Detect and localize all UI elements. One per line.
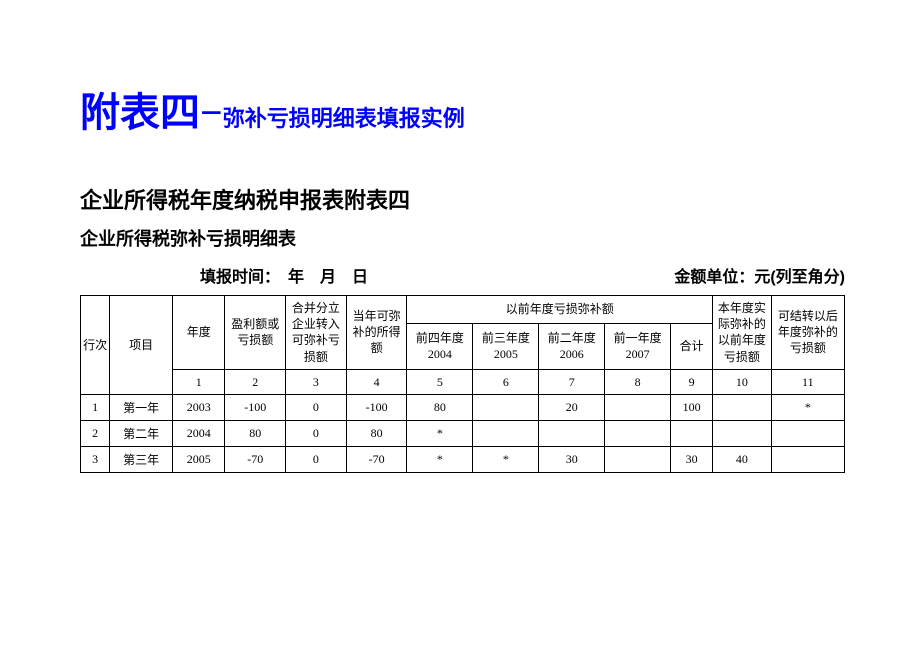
cell-pl: 80 [225, 420, 286, 446]
cell-curr: -100 [346, 394, 407, 420]
main-title: 附表四−弥补亏损明细表填报实例 [80, 80, 845, 138]
coln-9: 9 [671, 369, 713, 394]
cell-q4: * [407, 420, 473, 446]
cell-act [713, 394, 772, 420]
cell-item: 第一年 [110, 394, 173, 420]
cell-sum: 30 [671, 446, 713, 472]
hdr-merge: 合并分立企业转入可弥补亏损额 [286, 296, 347, 370]
cell-item: 第三年 [110, 446, 173, 472]
cell-year: 2005 [173, 446, 225, 472]
table-head: 行次 项目 年度 盈利额或亏损额 合并分立企业转入可弥补亏损额 当年可弥补的所得… [81, 296, 845, 395]
meta-row: 填报时间： 年 月 日 金额单位：元(列至角分) [80, 263, 845, 287]
hdr-q4: 前四年度2004 [407, 323, 473, 369]
cell-carry: * [771, 394, 844, 420]
page-content: 附表四−弥补亏损明细表填报实例 企业所得税年度纳税申报表附表四 企业所得税弥补亏… [0, 0, 920, 473]
hdr-carry: 可结转以后年度弥补的亏损额 [771, 296, 844, 370]
meta-left: 填报时间： 年 月 日 [200, 263, 368, 287]
table-body: 1 第一年 2003 -100 0 -100 80 20 100 * 2 第二年… [81, 394, 845, 472]
cell-q1 [605, 394, 671, 420]
cell-q2: 30 [539, 446, 605, 472]
hdr-item: 项目 [110, 296, 173, 395]
cell-merge: 0 [286, 446, 347, 472]
coln-7: 7 [539, 369, 605, 394]
cell-q3 [473, 420, 539, 446]
coln-3: 3 [286, 369, 347, 394]
table-row: 2 第二年 2004 80 0 80 * [81, 420, 845, 446]
coln-2: 2 [225, 369, 286, 394]
cell-act: 40 [713, 446, 772, 472]
cell-merge: 0 [286, 394, 347, 420]
cell-q2: 20 [539, 394, 605, 420]
coln-10: 10 [713, 369, 772, 394]
coln-1: 1 [173, 369, 225, 394]
cell-no: 2 [81, 420, 110, 446]
hdr-year: 年度 [173, 296, 225, 370]
cell-no: 3 [81, 446, 110, 472]
subtitle-1: 企业所得税年度纳税申报表附表四 [80, 183, 845, 215]
cell-year: 2003 [173, 394, 225, 420]
subtitle-2: 企业所得税弥补亏损明细表 [80, 225, 845, 251]
hdr-profitloss: 盈利额或亏损额 [225, 296, 286, 370]
cell-curr: -70 [346, 446, 407, 472]
cell-q1 [605, 420, 671, 446]
coln-4: 4 [346, 369, 407, 394]
hdr-q1: 前一年度2007 [605, 323, 671, 369]
cell-curr: 80 [346, 420, 407, 446]
title-small: 弥补亏损明细表填报实例 [223, 106, 465, 131]
hdr-q2: 前二年度2006 [539, 323, 605, 369]
cell-item: 第二年 [110, 420, 173, 446]
coln-8: 8 [605, 369, 671, 394]
cell-q2 [539, 420, 605, 446]
cell-year: 2004 [173, 420, 225, 446]
cell-merge: 0 [286, 420, 347, 446]
cell-act [713, 420, 772, 446]
loss-table: 行次 项目 年度 盈利额或亏损额 合并分立企业转入可弥补亏损额 当年可弥补的所得… [80, 295, 845, 473]
cell-pl: -100 [225, 394, 286, 420]
coln-11: 11 [771, 369, 844, 394]
hdr-sum: 合计 [671, 323, 713, 369]
cell-q3: * [473, 446, 539, 472]
title-big: 附表四− [80, 90, 223, 135]
cell-carry [771, 420, 844, 446]
cell-q3 [473, 394, 539, 420]
hdr-prior-group: 以前年度亏损弥补额 [407, 296, 713, 324]
cell-q4: * [407, 446, 473, 472]
hdr-q3: 前三年度2005 [473, 323, 539, 369]
cell-pl: -70 [225, 446, 286, 472]
table-row: 3 第三年 2005 -70 0 -70 * * 30 30 40 [81, 446, 845, 472]
hdr-actual: 本年度实际弥补的以前年度亏损额 [713, 296, 772, 370]
coln-6: 6 [473, 369, 539, 394]
cell-q1 [605, 446, 671, 472]
hdr-rowno: 行次 [81, 296, 110, 395]
cell-no: 1 [81, 394, 110, 420]
coln-5: 5 [407, 369, 473, 394]
cell-sum: 100 [671, 394, 713, 420]
hdr-curr: 当年可弥补的所得额 [346, 296, 407, 370]
cell-carry [771, 446, 844, 472]
cell-q4: 80 [407, 394, 473, 420]
meta-right: 金额单位：元(列至角分) [674, 263, 845, 287]
cell-sum [671, 420, 713, 446]
table-row: 1 第一年 2003 -100 0 -100 80 20 100 * [81, 394, 845, 420]
